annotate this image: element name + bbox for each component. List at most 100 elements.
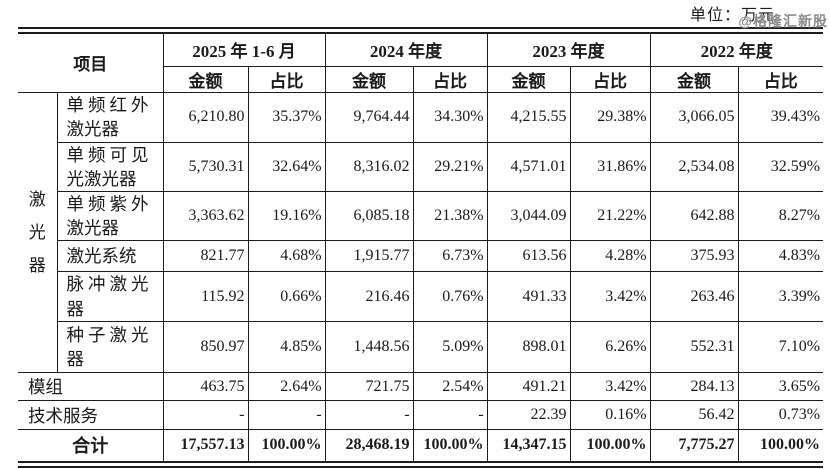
amount-cell: 9,764.44 (324, 91, 414, 143)
ratio-cell: 39.43% (737, 91, 824, 143)
category-label: 激光器 (28, 189, 46, 275)
ratio-cell: 0.16% (569, 400, 651, 431)
ratio-cell: 4.83% (737, 240, 824, 273)
ratio-cell: - (412, 400, 488, 431)
col-header-item: 项目 (18, 34, 164, 93)
ratio-cell: 5.09% (412, 321, 488, 374)
col-header-2025h1: 2025 年 1-6 月 (162, 34, 326, 67)
amount-cell: 850.97 (162, 321, 249, 374)
amount-cell: 552.31 (649, 321, 739, 374)
table-row: 单频紫外激光器 3,363.62 19.16% 6,085.18 21.38% … (18, 190, 824, 242)
total-amount-cell: 7,775.27 (649, 429, 739, 461)
table-row-total: 合计 17,557.13 100.00% 28,468.19 100.00% 1… (18, 429, 824, 461)
row-label: 激光系统 (66, 245, 137, 266)
table-row: 激光系统 821.77 4.68% 1,915.77 6.73% 613.56 … (18, 240, 824, 273)
ratio-cell: 8.27% (737, 190, 824, 242)
unit-label: 单位：万元 (689, 7, 775, 24)
ratio-cell: 31.86% (569, 141, 651, 192)
amount-cell: 375.93 (649, 240, 739, 273)
amount-cell: 721.75 (324, 372, 414, 402)
ratio-header-2024: 占比 (412, 65, 488, 93)
ratio-header-2022: 占比 (737, 65, 824, 93)
ratio-cell: 4.28% (569, 240, 651, 273)
col-header-2024: 2024 年度 (324, 34, 488, 67)
ratio-cell: 3.42% (569, 271, 651, 323)
row-label: 单频可见光激光器 (66, 144, 149, 189)
ratio-header-2023: 占比 (569, 65, 651, 93)
table-bottom-rule (18, 460, 823, 468)
row-label-cell: 激光系统 (56, 240, 164, 273)
total-amount-cell: 17,557.13 (162, 429, 249, 461)
ratio-cell: 2.54% (412, 372, 488, 402)
header-row-periods: 项目 2025 年 1-6 月 2024 年度 2023 年度 2022 年度 (18, 34, 824, 93)
amount-cell: 898.01 (486, 321, 571, 374)
amount-cell: - (162, 400, 249, 431)
total-amount-cell: 28,468.19 (324, 429, 414, 461)
amount-cell: 263.46 (649, 271, 739, 323)
row-label: 脉冲激光器 (66, 274, 149, 319)
row-label-cell: 种子激光器 (56, 321, 164, 374)
amount-header-2024: 金额 (324, 65, 414, 93)
amount-cell: 5,730.31 (162, 141, 249, 192)
ratio-cell: 3.42% (569, 372, 651, 402)
ratio-cell: 3.65% (737, 372, 824, 402)
row-label: 种子激光器 (66, 324, 149, 370)
total-ratio-cell: 100.00% (247, 429, 326, 461)
amount-cell: 1,915.77 (324, 240, 414, 273)
ratio-cell: 29.38% (569, 91, 651, 143)
amount-cell: 1,448.56 (324, 321, 414, 374)
amount-cell: 4,571.01 (486, 141, 571, 192)
amount-header-2023: 金额 (486, 65, 571, 93)
amount-cell: 821.77 (162, 240, 249, 273)
table-row: 激光器 单频红外激光器 6,210.80 35.37% 9,764.44 34.… (18, 91, 824, 374)
amount-cell: 6,085.18 (324, 190, 414, 242)
amount-cell: 8,316.02 (324, 141, 414, 192)
ratio-cell: 29.21% (412, 141, 488, 192)
amount-cell: 491.21 (486, 372, 571, 402)
ratio-cell: 6.26% (569, 321, 651, 374)
row-label-cell: 单频红外激光器 (56, 91, 164, 143)
header-row-subcolumns: 金额 占比 金额 占比 金额 占比 金额 占比 (18, 65, 824, 93)
ratio-cell: - (247, 400, 326, 431)
amount-header-2022: 金额 (649, 65, 739, 93)
ratio-cell: 6.73% (412, 240, 488, 273)
row-label: 单频紫外激光器 (66, 193, 149, 238)
amount-cell: 613.56 (486, 240, 571, 273)
total-label: 合计 (18, 429, 164, 461)
amount-cell: 3,044.09 (486, 190, 571, 242)
col-header-2023: 2023 年度 (486, 34, 651, 67)
ratio-cell: 21.22% (569, 190, 651, 242)
amount-cell: 22.39 (486, 400, 571, 431)
revenue-table-wrap: 项目 2025 年 1-6 月 2024 年度 2023 年度 2022 年度 … (18, 27, 824, 468)
ratio-cell: 2.64% (247, 372, 326, 402)
ratio-cell: 19.16% (247, 190, 326, 242)
amount-cell: 491.33 (486, 271, 571, 323)
table-body: 激光器 单频红外激光器 6,210.80 35.37% 9,764.44 34.… (18, 91, 824, 461)
ratio-cell: 21.38% (412, 190, 488, 242)
amount-header-2025h1: 金额 (162, 65, 249, 93)
table-top-rule (18, 27, 823, 34)
amount-cell: 284.13 (649, 372, 739, 402)
col-header-2022: 2022 年度 (649, 34, 824, 67)
ratio-cell: 0.66% (247, 271, 326, 323)
table-row: 单频可见光激光器 5,730.31 32.64% 8,316.02 29.21%… (18, 141, 824, 192)
row-label: 技术服务 (18, 400, 164, 431)
ratio-cell: 4.85% (247, 321, 326, 374)
ratio-cell: 3.39% (737, 271, 824, 323)
table-row: 种子激光器 850.97 4.85% 1,448.56 5.09% 898.01… (18, 321, 824, 374)
amount-cell: - (324, 400, 414, 431)
amount-cell: 3,066.05 (649, 91, 739, 143)
row-label: 模组 (18, 372, 164, 402)
total-ratio-cell: 100.00% (412, 429, 488, 461)
ratio-cell: 0.73% (737, 400, 824, 431)
amount-cell: 6,210.80 (162, 91, 249, 143)
amount-cell: 3,363.62 (162, 190, 249, 242)
ratio-cell: 35.37% (247, 91, 326, 143)
row-label-cell: 单频紫外激光器 (56, 190, 164, 242)
ratio-header-2025h1: 占比 (247, 65, 326, 93)
revenue-breakdown-table: 项目 2025 年 1-6 月 2024 年度 2023 年度 2022 年度 … (18, 34, 824, 461)
ratio-cell: 34.30% (412, 91, 488, 143)
table-header: 项目 2025 年 1-6 月 2024 年度 2023 年度 2022 年度 … (18, 34, 824, 93)
amount-cell: 56.42 (649, 400, 739, 431)
